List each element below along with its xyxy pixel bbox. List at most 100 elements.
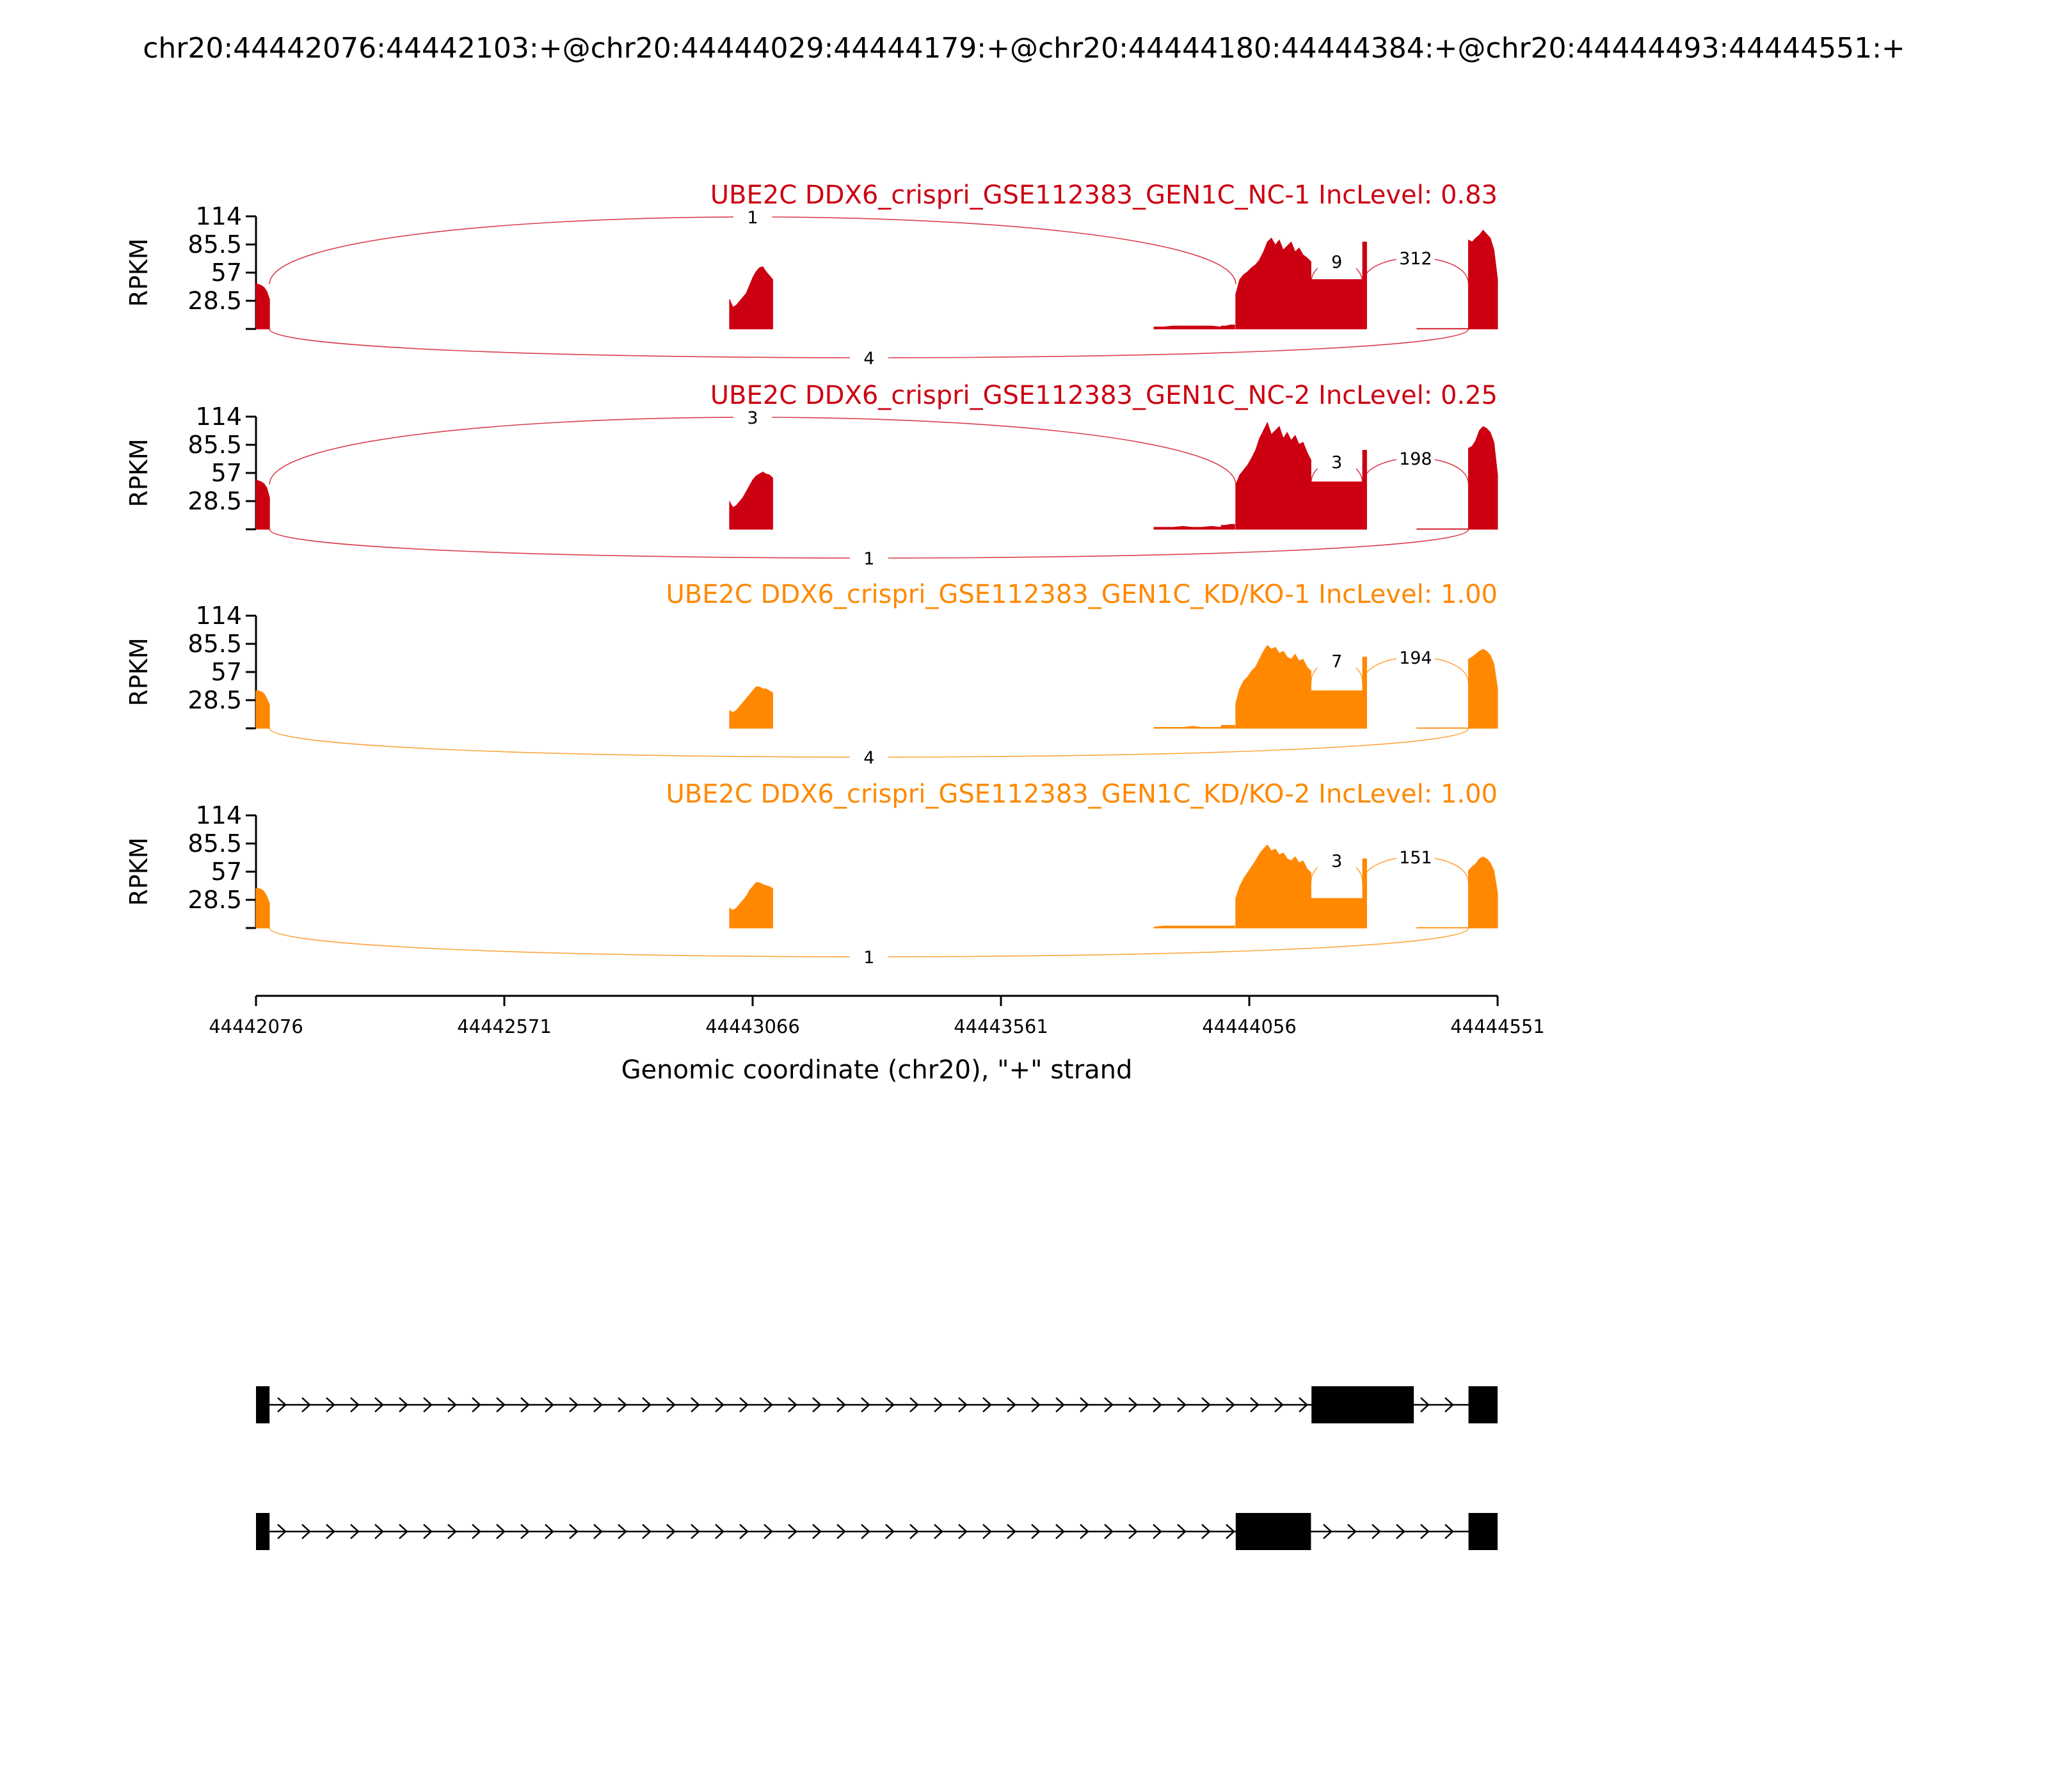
- junction-label-bg: [1317, 648, 1356, 674]
- strand-arrow-icon: [1055, 1397, 1065, 1412]
- coverage-block: [1235, 644, 1311, 729]
- strand-arrow-icon: [1055, 1524, 1065, 1539]
- strand-arrow-icon: [739, 1524, 749, 1539]
- junction-count: 194: [1399, 648, 1432, 668]
- strand-arrow-icon: [301, 1397, 311, 1412]
- coverage-panels: UBE2C DDX6_crispri_GSE112383_GEN1C_NC-1 …: [125, 180, 1498, 970]
- strand-arrow-icon: [812, 1524, 822, 1539]
- coverage-block: [1468, 648, 1498, 729]
- strand-arrow-icon: [520, 1397, 530, 1412]
- strand-arrow-icon: [1226, 1524, 1235, 1539]
- strand-arrow-icon: [715, 1524, 724, 1539]
- y-tick-label: 28.5: [188, 886, 242, 914]
- strand-arrow-icon: [982, 1524, 992, 1539]
- strand-arrow-icon: [691, 1397, 700, 1412]
- junction-count: 1: [863, 549, 874, 569]
- x-axis-label: Genomic coordinate (chr20), "+" strand: [621, 1055, 1133, 1085]
- junction-label-bg: [1396, 244, 1435, 271]
- exon-block: [1311, 1386, 1414, 1423]
- coverage-block: [1362, 657, 1367, 729]
- junction-count: 4: [863, 748, 874, 768]
- junction-count: 3: [747, 408, 758, 428]
- strand-arrow-icon: [739, 1397, 749, 1412]
- strand-arrow-icon: [812, 1397, 822, 1412]
- y-axis-label: RPKM: [125, 438, 153, 507]
- strand-arrow-icon: [326, 1524, 335, 1539]
- strand-arrow-icon: [277, 1397, 287, 1412]
- strand-arrow-icon: [520, 1524, 530, 1539]
- strand-arrow-icon: [374, 1524, 384, 1539]
- strand-arrow-icon: [982, 1397, 992, 1412]
- y-tick-label: 85.5: [188, 230, 242, 259]
- strand-arrow-icon: [1031, 1397, 1041, 1412]
- coverage-block: [1362, 450, 1367, 530]
- junction-label-bg: [1317, 449, 1356, 475]
- coverage-block: [1220, 724, 1235, 729]
- y-tick-label: 114: [195, 801, 242, 829]
- junction-label-bg: [1396, 844, 1435, 870]
- junction-label-bg: [849, 345, 888, 371]
- y-tick-label: 28.5: [188, 287, 242, 315]
- strand-arrow-icon: [593, 1397, 603, 1412]
- coverage-block: [255, 283, 270, 330]
- strand-arrow-icon: [545, 1397, 554, 1412]
- x-tick-label: 44443066: [705, 1016, 800, 1037]
- strand-arrow-icon: [1226, 1397, 1235, 1412]
- strand-arrow-icon: [885, 1397, 895, 1412]
- junction-label-bg: [849, 744, 888, 770]
- x-axis: 44442076 44442571 44443066 44443561 44444056…: [209, 995, 1545, 1037]
- y-tick-label: 28.5: [188, 487, 242, 515]
- strand-arrow-icon: [934, 1524, 943, 1539]
- strand-arrow-icon: [447, 1524, 457, 1539]
- strand-arrow-icon: [836, 1524, 846, 1539]
- strand-arrow-icon: [301, 1524, 311, 1539]
- coverage-block: [1468, 426, 1498, 530]
- y-tick-label: 57: [211, 459, 242, 487]
- junction-count: 312: [1399, 249, 1432, 269]
- strand-arrow-icon: [1396, 1524, 1405, 1539]
- x-tick-label: 44442571: [457, 1016, 552, 1037]
- transcript-models: [256, 1386, 1498, 1550]
- strand-arrow-icon: [423, 1524, 433, 1539]
- exon-block: [1468, 1386, 1498, 1423]
- transcript-skipping-isoform: [256, 1513, 1498, 1550]
- y-tick-label: 57: [211, 658, 242, 686]
- strand-arrow-icon: [569, 1397, 579, 1412]
- coverage-block: [255, 888, 270, 929]
- junction-count: 3: [1331, 453, 1342, 473]
- strand-arrow-icon: [277, 1524, 287, 1539]
- strand-arrow-icon: [861, 1397, 870, 1412]
- strand-arrow-icon: [1250, 1397, 1260, 1412]
- panel-title: UBE2C DDX6_crispri_GSE112383_GEN1C_NC-2 …: [710, 381, 1498, 410]
- panel-title: UBE2C DDX6_crispri_GSE112383_GEN1C_NC-1 …: [710, 180, 1498, 210]
- junction-label-bg: [1317, 847, 1356, 874]
- strand-arrow-icon: [934, 1397, 943, 1412]
- strand-arrow-icon: [1420, 1397, 1430, 1412]
- strand-arrow-icon: [1299, 1397, 1308, 1412]
- strand-arrow-icon: [836, 1397, 846, 1412]
- strand-arrow-icon: [1128, 1524, 1138, 1539]
- junction-count: 3: [1331, 852, 1342, 872]
- strand-arrow-icon: [788, 1524, 797, 1539]
- strand-arrow-icon: [666, 1524, 676, 1539]
- coverage-block: [255, 479, 270, 530]
- strand-arrow-icon: [1104, 1524, 1114, 1539]
- coverage-block: [729, 686, 773, 729]
- junction-label-bg: [1396, 445, 1435, 471]
- junction-count: 1: [863, 948, 874, 968]
- x-tick-label: 44443561: [954, 1016, 1048, 1037]
- strand-arrow-icon: [642, 1397, 652, 1412]
- coverage-block: [1310, 481, 1363, 530]
- junction-count: 198: [1399, 449, 1432, 469]
- strand-arrow-icon: [1347, 1524, 1357, 1539]
- y-tick-label: 28.5: [188, 686, 242, 714]
- strand-arrow-icon: [374, 1397, 384, 1412]
- strand-arrow-icon: [545, 1524, 554, 1539]
- coverage-block: [1220, 324, 1235, 330]
- strand-arrow-icon: [496, 1524, 506, 1539]
- junction-count: 9: [1331, 253, 1342, 273]
- panel-title: UBE2C DDX6_crispri_GSE112383_GEN1C_KD/KO…: [666, 780, 1498, 809]
- panel-4: UBE2C DDX6_crispri_GSE112383_GEN1C_KD/KO…: [125, 780, 1498, 970]
- junction-label-bg: [849, 545, 888, 571]
